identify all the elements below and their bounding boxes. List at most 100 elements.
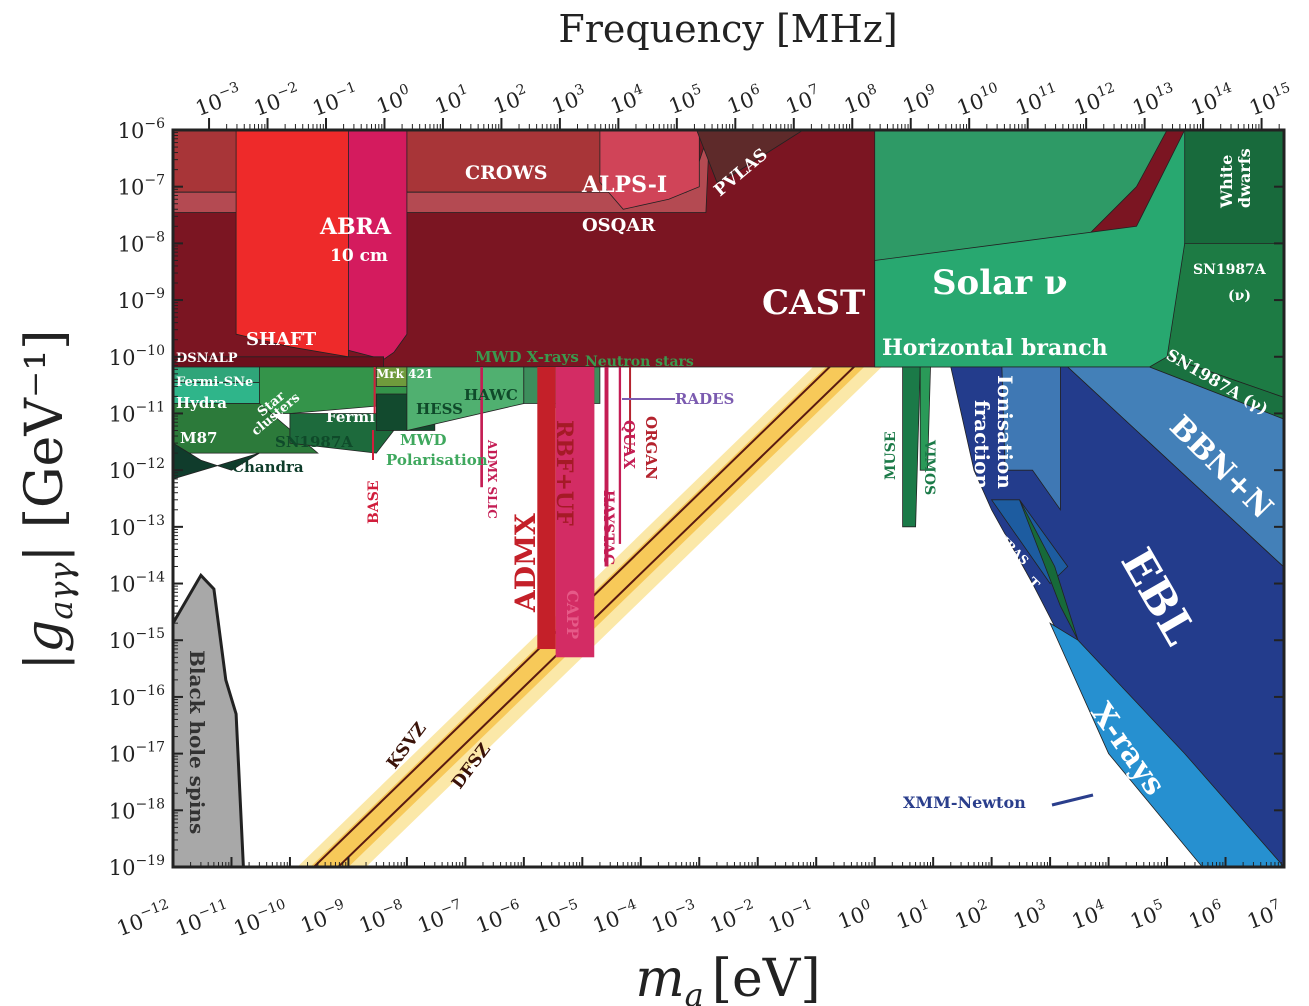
- label-solar-nu: Solar ν: [932, 263, 1068, 303]
- top-tick-label: 101: [431, 81, 474, 119]
- ksvz-line: [312, 130, 1076, 867]
- label-quax: QUAX: [620, 420, 638, 469]
- x-tick-label: 106: [1184, 896, 1227, 934]
- y-tick-label: 10−11: [109, 399, 165, 426]
- label-muse: MUSE: [883, 432, 899, 481]
- top-tick-label: 1015: [1245, 80, 1296, 121]
- haloscope-quax: [618, 366, 622, 544]
- x-tick-label: 10−11: [171, 896, 233, 941]
- x-tick-label: 10−1: [764, 896, 818, 938]
- haloscope-admx: [537, 366, 556, 650]
- y-tick-label: 10−6: [118, 116, 165, 143]
- label-abra: ABRA: [319, 214, 392, 240]
- label-m87: M87: [180, 429, 217, 447]
- label-white-dwarfs-1: White: [1217, 155, 1236, 209]
- x-tick-label: 10−10: [230, 896, 292, 941]
- top-tick-label: 1014: [1187, 80, 1238, 121]
- haloscope-organ: [629, 366, 632, 454]
- label-neutron-stars: Neutron stars: [585, 354, 694, 370]
- region-white-dwarfs: [1184, 130, 1284, 244]
- y-tick-label: 10−9: [118, 286, 165, 313]
- label-rbf-uf: RBF+UF: [551, 420, 577, 526]
- x-tick-label: 104: [1068, 896, 1111, 934]
- x-axis-title-sub: a: [685, 976, 704, 1006]
- label-dsnalp: DSNALP: [176, 351, 238, 366]
- top-tick-label: 107: [782, 81, 825, 119]
- top-tick-label: 100: [372, 81, 415, 119]
- top-axis-title: Frequency [MHz]: [558, 7, 897, 51]
- label-hydra: Hydra: [176, 394, 227, 412]
- x-tick-label: 101: [892, 896, 935, 934]
- label-xmm: XMM-Newton: [903, 793, 1026, 812]
- x-tick-label: 105: [1126, 896, 1169, 934]
- label-organ: ORGAN: [642, 416, 660, 480]
- y-tick-label: 10−19: [109, 853, 165, 880]
- region-sn1987a: [1166, 242, 1284, 398]
- top-tick-label: 1012: [1070, 80, 1121, 121]
- y-tick-label: 10−13: [109, 513, 165, 540]
- x-tick-label: 10−9: [296, 896, 350, 938]
- label-osqar: OSQAR: [582, 215, 656, 236]
- y-tick-label: 10−10: [109, 343, 165, 370]
- top-tick-label: 106: [723, 81, 766, 119]
- top-tick-label: 103: [548, 81, 591, 119]
- label-rades: RADES: [675, 390, 734, 408]
- region-pvlas: [696, 130, 804, 183]
- y-axis-title: |gaγγ| [GeV⁻¹]: [15, 330, 80, 671]
- label-haystac: HAYSTAC: [600, 490, 616, 565]
- region-chandra: [173, 442, 260, 480]
- x-tick-label: 10−5: [530, 896, 584, 938]
- haloscope-haystac: [604, 366, 609, 567]
- haloscope-layer: [373, 366, 632, 658]
- x-axis-title: ma [eV]: [635, 949, 820, 1006]
- region-shaft: [235, 130, 349, 358]
- region-alps-i: [599, 130, 700, 210]
- top-tick-label: 10−1: [308, 79, 362, 121]
- region-x-rays: [1049, 622, 1284, 867]
- region-ionisation-fraction: [1001, 366, 1061, 512]
- haloscope-admx-slic: [480, 366, 483, 488]
- top-tick-label: 10−3: [191, 79, 245, 121]
- label-mwd-pol-2: Polarisation: [386, 451, 488, 469]
- x-tick-label: 10−4: [589, 896, 643, 938]
- label-sn1987a-nu: SN1987A: [1193, 262, 1267, 278]
- plot-frame: [171, 128, 1286, 869]
- haloscope-base: [373, 366, 376, 414]
- xmm-marker: [1051, 793, 1094, 807]
- label-capp: CAPP: [563, 590, 582, 639]
- label-sn1987a: SN1987A: [275, 433, 353, 451]
- x-tick-label: 10−12: [113, 896, 175, 941]
- x-axis-title-var: m: [635, 949, 684, 1006]
- top-tick-label: 1011: [1011, 80, 1062, 121]
- region-vimos: [919, 366, 931, 471]
- region-abra: [347, 130, 408, 360]
- x-tick-label: 103: [1009, 896, 1052, 934]
- label-chandra: Chandra: [232, 458, 304, 476]
- label-mwd-pol-1: MWD: [400, 431, 446, 449]
- label-ionisation-1: Ionisation: [993, 375, 1017, 489]
- y-tick-label: 10−17: [109, 740, 165, 767]
- label-shaft: SHAFT: [246, 329, 317, 350]
- y-tick-label: 10−18: [109, 796, 165, 823]
- label-crows: CROWS: [465, 162, 548, 184]
- x-tick-label: 10−8: [355, 896, 409, 938]
- top-tick-label: 102: [489, 81, 532, 119]
- plot-area: [173, 130, 1284, 867]
- x-tick-label: 10−6: [472, 896, 526, 938]
- y-tick-label: 10−16: [109, 683, 165, 710]
- x-tick-label: 10−3: [647, 896, 701, 938]
- label-vimos: VIMOS: [921, 439, 937, 495]
- region-black-hole-spins: [173, 572, 245, 867]
- y-axis-title-sub: aγγ: [42, 561, 80, 619]
- top-tick-label: 105: [665, 81, 708, 119]
- label-fermi-sne: Fermi-SNe: [176, 375, 253, 390]
- region-m87: [173, 403, 319, 454]
- top-tick-label: 10−2: [250, 79, 304, 121]
- x-tick-label: 10−7: [413, 896, 467, 938]
- label-mrk421: Mrk 421: [376, 367, 433, 381]
- label-white-dwarfs-2: dwarfs: [1235, 148, 1254, 208]
- top-tick-label: 108: [840, 81, 883, 119]
- y-tick-label: 10−15: [109, 626, 165, 653]
- label-sn1987a-nu-sub: (ν): [1228, 288, 1251, 304]
- top-tick-label: 1010: [953, 80, 1004, 121]
